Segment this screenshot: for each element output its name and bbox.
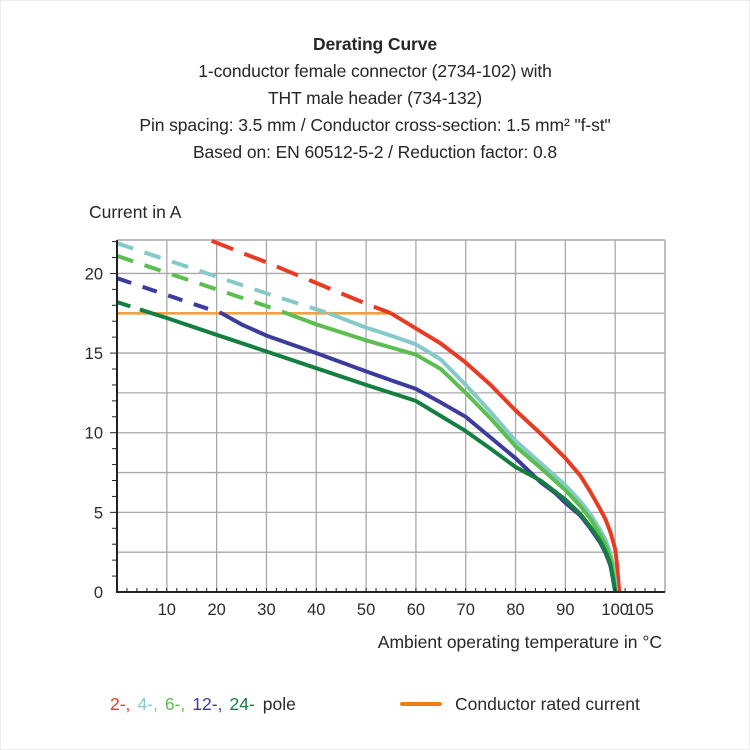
y-tick-label: 20 — [85, 265, 103, 283]
y-tick-label: 5 — [94, 504, 103, 522]
x-tick-label: 105 — [626, 601, 654, 619]
curve-24-pole-solid — [151, 311, 618, 593]
curve-12-pole-dashed — [116, 276, 223, 316]
curve-4-pole-dashed — [116, 241, 330, 316]
x-tick-label: 30 — [257, 601, 275, 619]
pole-count-legend: 2-, 4-, 6-, 12-, 24- pole — [110, 694, 296, 714]
curve-2-pole-solid — [389, 311, 622, 593]
chart-title-block: Derating Curve 1-conductor female connec… — [0, 31, 750, 166]
chart-subtitle-line-2: THT male header (734-132) — [267, 88, 483, 108]
y-tick-label: 10 — [85, 425, 103, 443]
chart-title: Derating Curve — [312, 34, 438, 54]
rated-current-label: Conductor rated current — [455, 694, 640, 714]
curve-4-pole-solid — [327, 311, 619, 593]
x-tick-label: 90 — [556, 601, 574, 619]
x-tick-label: 50 — [357, 601, 375, 619]
x-tick-label: 20 — [207, 601, 225, 619]
x-tick-label: 40 — [307, 601, 325, 619]
curve-6-pole-dashed — [116, 254, 288, 316]
x-tick-label: 80 — [506, 601, 524, 619]
x-tick-label: 70 — [457, 601, 475, 619]
rated-current-legend: Conductor rated current — [400, 694, 640, 714]
x-tick-label: 10 — [158, 601, 176, 619]
curve-24-pole-dashed — [116, 300, 153, 316]
x-tick-label: 60 — [407, 601, 425, 619]
x-axis-title: Ambient operating temperature in °C — [377, 632, 662, 652]
chart-subtitle-line-4: Based on: EN 60512-5-2 / Reduction facto… — [192, 142, 558, 162]
chart-subtitle-line-3: Pin spacing: 3.5 mm / Conductor cross-se… — [139, 115, 611, 135]
legend-pole-4: 4-, — [137, 694, 158, 714]
y-tick-label: 0 — [94, 584, 103, 602]
chart-subtitle-line-1: 1-conductor female connector (2734-102) … — [198, 61, 552, 81]
curve-6-pole-solid — [285, 311, 618, 593]
x-tick-label: 100 — [601, 601, 629, 619]
rated-current-line-swatch — [400, 702, 442, 706]
legend-pole-suffix: pole — [262, 694, 296, 714]
legend-pole-12: 12-, — [192, 694, 223, 714]
y-tick-label: 15 — [85, 345, 103, 363]
y-axis-title: Current in A — [89, 202, 182, 222]
curve-2-pole-dashed — [210, 238, 392, 316]
legend-pole-24: 24- — [229, 694, 255, 714]
legend-pole-6: 6-, — [164, 694, 186, 714]
legend-pole-2: 2-, — [110, 694, 131, 714]
